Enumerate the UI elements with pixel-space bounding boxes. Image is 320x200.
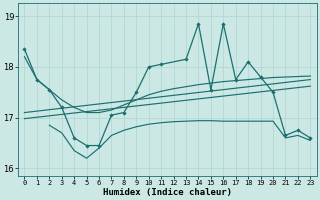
X-axis label: Humidex (Indice chaleur): Humidex (Indice chaleur) — [103, 188, 232, 197]
